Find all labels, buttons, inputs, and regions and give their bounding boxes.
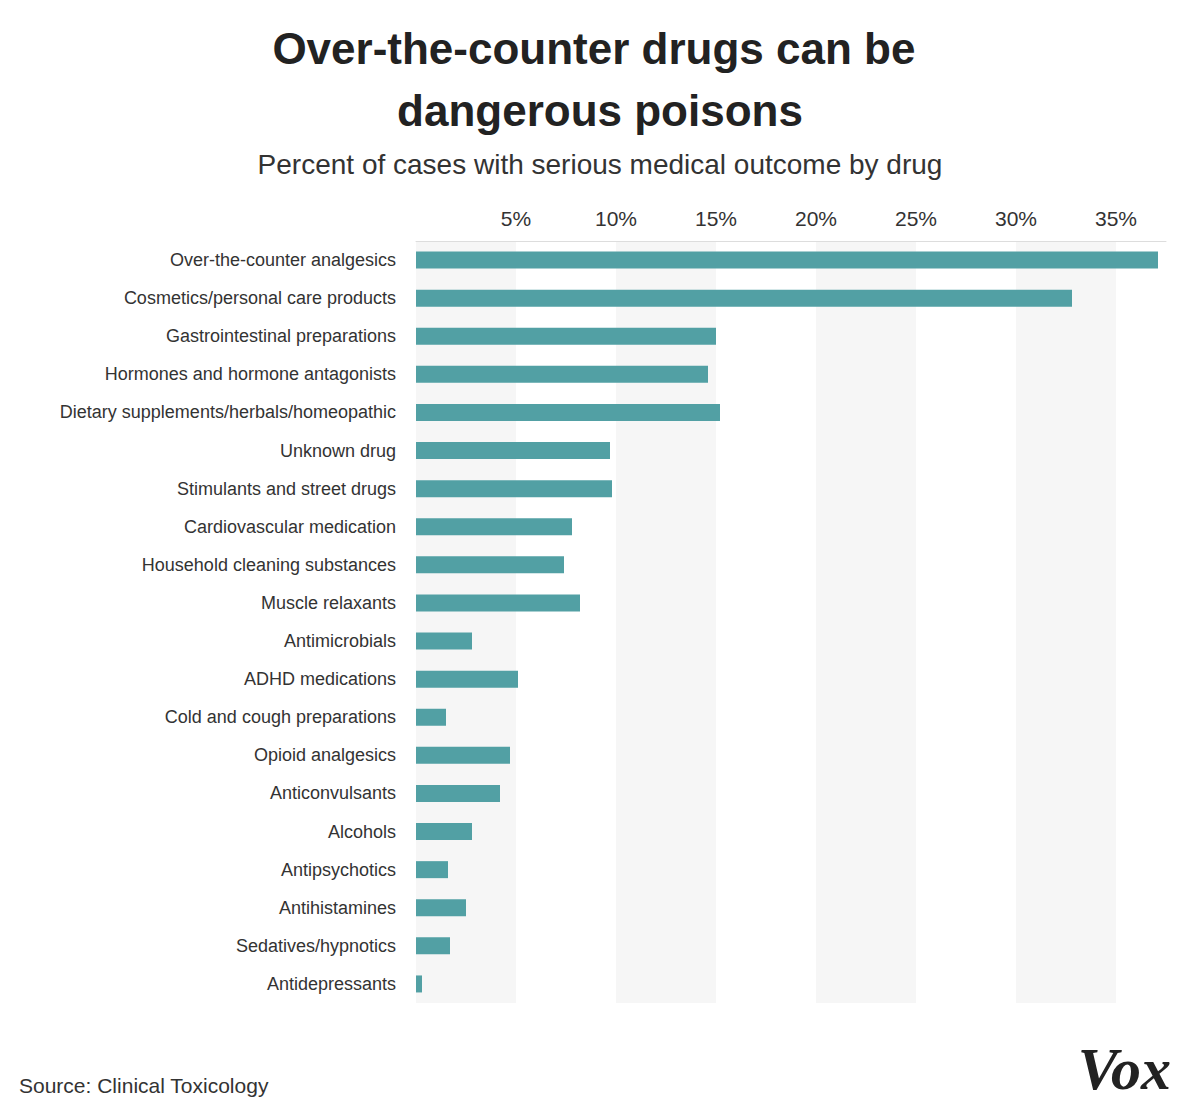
svg-text:Vox: Vox (1078, 1036, 1171, 1102)
svg-text:dangerous poisons: dangerous poisons (397, 86, 803, 135)
svg-text:Cold and cough preparations: Cold and cough preparations (165, 707, 396, 727)
svg-text:Antimicrobials: Antimicrobials (284, 631, 396, 651)
svg-text:Alcohols: Alcohols (328, 822, 396, 842)
svg-text:Source: Clinical Toxicology: Source: Clinical Toxicology (19, 1074, 269, 1097)
svg-text:Percent of cases with serious: Percent of cases with serious medical ou… (258, 149, 943, 180)
svg-text:Cosmetics/personal care produc: Cosmetics/personal care products (124, 288, 396, 308)
svg-text:Stimulants and street drugs: Stimulants and street drugs (177, 479, 396, 499)
svg-text:Over-the-counter drugs can be: Over-the-counter drugs can be (272, 24, 927, 73)
svg-text:Antidepressants: Antidepressants (267, 974, 396, 994)
svg-text:Gastrointestinal preparations: Gastrointestinal preparations (166, 326, 396, 346)
svg-text:5%: 5% (501, 207, 531, 230)
svg-text:10%: 10% (595, 207, 637, 230)
svg-text:Antihistamines: Antihistamines (279, 898, 396, 918)
svg-text:Anticonvulsants: Anticonvulsants (270, 783, 396, 803)
svg-text:25%: 25% (895, 207, 937, 230)
svg-text:Household cleaning substances: Household cleaning substances (142, 555, 396, 575)
svg-text:Muscle relaxants: Muscle relaxants (261, 593, 396, 613)
svg-text:Antipsychotics: Antipsychotics (281, 860, 396, 880)
svg-text:20%: 20% (795, 207, 837, 230)
svg-text:ADHD medications: ADHD medications (244, 669, 396, 689)
svg-text:Hormones and hormone antagonis: Hormones and hormone antagonists (105, 364, 396, 384)
svg-text:Opioid analgesics: Opioid analgesics (254, 745, 396, 765)
svg-text:Unknown drug: Unknown drug (280, 441, 396, 461)
svg-text:Cardiovascular medication: Cardiovascular medication (184, 517, 396, 537)
svg-text:35%: 35% (1095, 207, 1137, 230)
svg-text:15%: 15% (695, 207, 737, 230)
svg-text:Sedatives/hypnotics: Sedatives/hypnotics (236, 936, 396, 956)
svg-text:Over-the-counter analgesics: Over-the-counter analgesics (170, 250, 396, 270)
svg-text:30%: 30% (995, 207, 1037, 230)
svg-text:Dietary supplements/herbals/ho: Dietary supplements/herbals/homeopathic (60, 402, 396, 422)
